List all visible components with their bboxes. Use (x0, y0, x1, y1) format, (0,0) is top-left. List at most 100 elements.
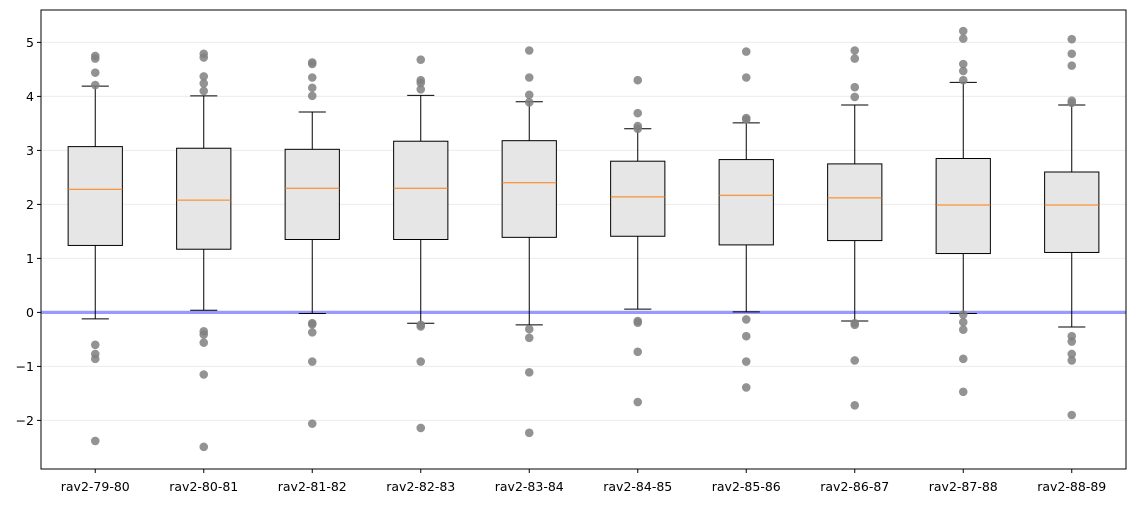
outlier-point (307, 319, 317, 329)
outlier-point (1067, 98, 1077, 108)
box-rav2-85-86 (718, 122, 774, 313)
x-tick-label: rav2-88-89 (1037, 479, 1106, 494)
x-tick-label: rav2-80-81 (169, 479, 238, 494)
outlier-point (1067, 410, 1077, 420)
outlier-point (307, 73, 317, 82)
iqr-box (718, 159, 774, 246)
outlier-point (741, 47, 751, 56)
box-rav2-81-82 (284, 111, 340, 314)
outlier-point (741, 331, 751, 341)
outliers-layer (90, 26, 1077, 452)
outlier-point (741, 315, 751, 324)
iqr-box (393, 140, 449, 240)
outlier-point (307, 357, 317, 366)
outlier-point (90, 436, 100, 446)
iqr-box (284, 148, 340, 241)
outlier-point (199, 53, 209, 62)
outlier-point (850, 320, 860, 330)
outlier-point (1067, 349, 1077, 359)
outlier-point (199, 370, 209, 379)
y-tick-label: −2 (16, 413, 34, 428)
iqr-box (1044, 171, 1100, 253)
outlier-point (307, 83, 317, 93)
x-axis: rav2-79-80 rav2-80-81 rav2-81-82 rav2-82-83… (61, 469, 1106, 494)
box-rav2-88-89 (1044, 104, 1100, 328)
outlier-point (199, 442, 209, 452)
outlier-point (633, 75, 643, 85)
outlier-point (850, 92, 860, 102)
outlier-point (741, 115, 751, 124)
y-tick-label: 0 (26, 305, 34, 320)
outlier-point (958, 26, 968, 36)
outlier-point (524, 73, 534, 82)
outlier-point (524, 324, 534, 334)
outlier-point (958, 317, 968, 327)
outlier-point (1067, 34, 1077, 44)
iqr-box (501, 140, 557, 238)
outlier-point (199, 72, 209, 81)
x-tick-label: rav2-85-86 (712, 479, 781, 494)
outlier-point (958, 34, 968, 43)
outlier-point (958, 325, 968, 334)
outlier-point (90, 68, 100, 77)
y-axis: 5 4 3 2 1 0 −1 −2 (16, 35, 41, 428)
outlier-point (307, 59, 317, 69)
outlier-point (199, 79, 209, 88)
outlier-point (307, 419, 317, 428)
outlier-point (90, 340, 100, 350)
outlier-point (958, 59, 968, 69)
box-rav2-79-80 (67, 85, 123, 320)
outlier-point (90, 54, 100, 63)
outlier-point (958, 387, 968, 397)
plot-frame (40, 9, 1127, 470)
outlier-point (850, 82, 860, 92)
outlier-point (633, 124, 643, 134)
outlier-point (1067, 49, 1077, 59)
outlier-point (416, 55, 426, 64)
x-tick-label: rav2-86-87 (820, 479, 889, 494)
outlier-point (416, 85, 426, 94)
outlier-point (958, 75, 968, 85)
outlier-point (199, 338, 209, 347)
box-rav2-82-83 (393, 94, 449, 324)
outlier-point (1067, 61, 1077, 70)
box-rav2-80-81 (176, 95, 232, 311)
outlier-point (850, 46, 860, 55)
boxes-layer (67, 81, 1100, 328)
iqr-box (67, 146, 123, 246)
y-tick-label: 3 (26, 143, 34, 158)
outlier-point (958, 310, 968, 319)
outlier-point (850, 54, 860, 63)
iqr-box (176, 147, 232, 250)
outlier-point (633, 108, 643, 118)
x-tick-label: rav2-84-85 (603, 479, 672, 494)
x-tick-label: rav2-79-80 (61, 479, 130, 494)
box-rav2-84-85 (610, 128, 666, 310)
outlier-point (416, 322, 426, 331)
outlier-point (741, 73, 751, 82)
outlier-point (633, 397, 643, 407)
box-rav2-83-84 (501, 101, 557, 326)
y-tick-label: 1 (26, 251, 34, 266)
outlier-point (524, 428, 534, 438)
outlier-point (416, 78, 426, 88)
outlier-point (741, 383, 751, 392)
outlier-point (741, 357, 751, 366)
y-tick-label: 2 (26, 197, 34, 212)
outlier-point (90, 80, 100, 90)
outlier-point (850, 356, 860, 365)
box-rav2-86-87 (827, 104, 883, 322)
y-tick-label: 5 (26, 35, 34, 50)
outlier-point (1067, 337, 1077, 346)
iqr-box (827, 163, 883, 242)
x-tick-label: rav2-82-83 (386, 479, 455, 494)
x-tick-label: rav2-81-82 (278, 479, 347, 494)
y-tick-label: 4 (26, 89, 34, 104)
outlier-point (524, 98, 534, 107)
outlier-point (850, 400, 860, 410)
x-tick-label: rav2-83-84 (495, 479, 564, 494)
x-tick-label: rav2-87-88 (929, 479, 998, 494)
outlier-point (633, 318, 643, 327)
outlier-point (958, 66, 968, 76)
